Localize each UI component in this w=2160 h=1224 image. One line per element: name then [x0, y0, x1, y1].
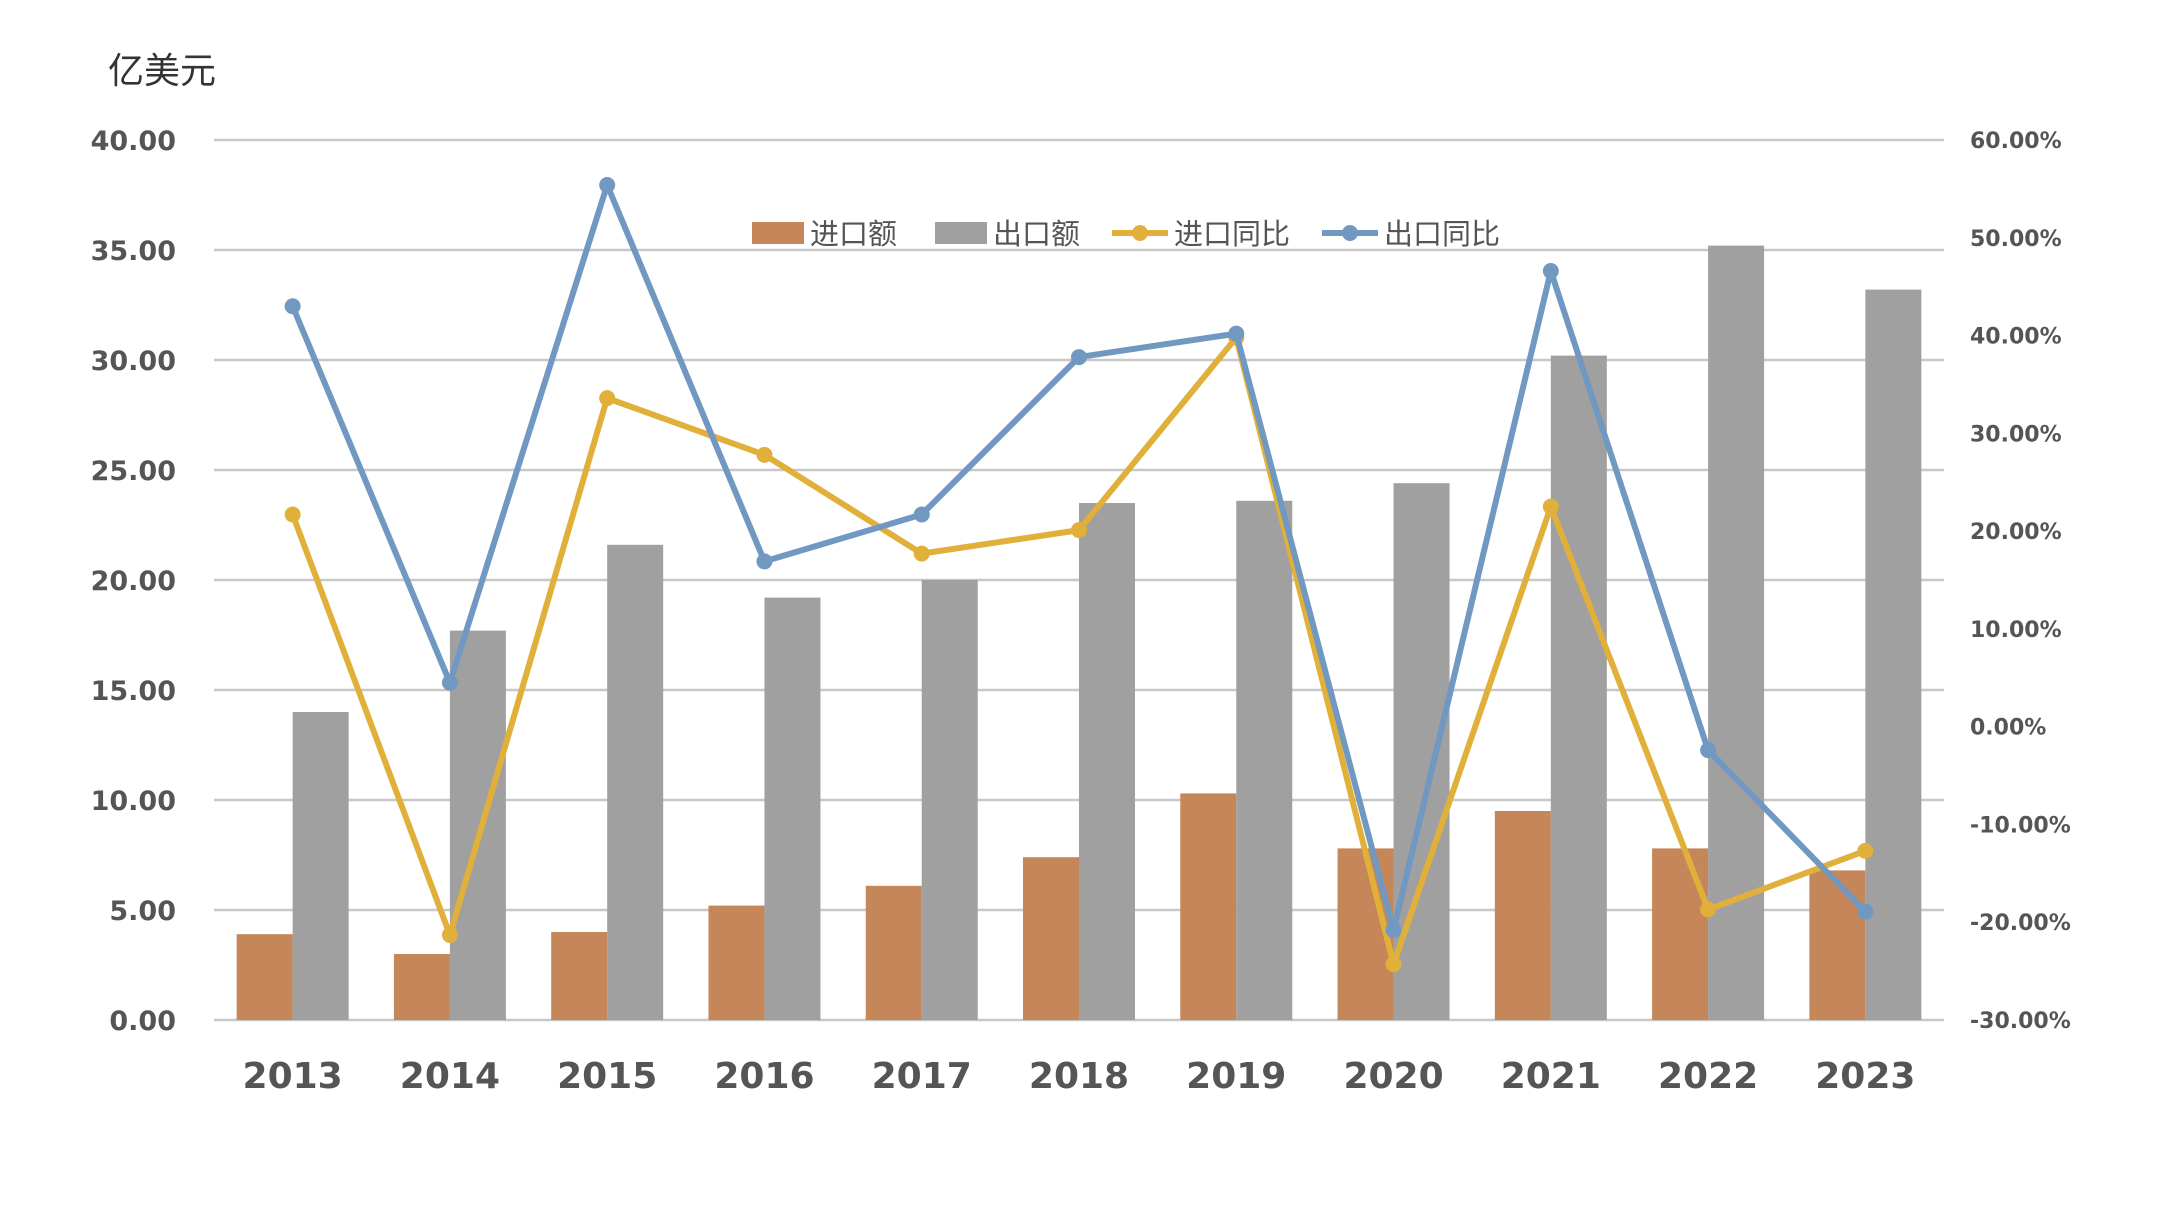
- point-出口同比-2019: [1228, 325, 1245, 342]
- right-tick-label: 0.00%: [1970, 716, 2046, 741]
- point-出口同比-2018: [1071, 349, 1087, 366]
- point-进口同比-2015: [599, 390, 616, 407]
- legend: 进口额 出口额 进口同比 出口同比: [752, 217, 1500, 251]
- point-出口同比-2016: [756, 553, 773, 570]
- bar-进口额-2013: [236, 934, 293, 1020]
- bar-进口额-2023: [1809, 870, 1866, 1020]
- bar-出口额-2018: [1079, 503, 1135, 1020]
- bar-进口额-2016: [708, 905, 765, 1020]
- x-tick-label: 2014: [400, 1056, 500, 1097]
- point-进口同比-2018: [1071, 522, 1087, 539]
- left-tick-label: 25.00: [91, 456, 176, 487]
- point-进口同比-2016: [756, 446, 773, 463]
- bar-出口额-2017: [921, 580, 978, 1020]
- x-tick-label: 2013: [243, 1056, 343, 1097]
- point-进口同比-2022: [1700, 901, 1717, 918]
- point-进口同比-2020: [1385, 956, 1402, 973]
- x-tick-label: 2017: [872, 1056, 972, 1097]
- right-tick-label: -20.00%: [1970, 911, 2071, 936]
- unit-label: 亿美元: [108, 51, 216, 92]
- point-出口同比-2013: [284, 298, 301, 315]
- left-tick-label: 35.00: [91, 236, 176, 267]
- left-axis: 0.00 5.00 10.00 15.00 20.00 25.00 30.00 35.00 40…: [91, 126, 176, 1037]
- bar-进口额-2018: [1023, 857, 1079, 1020]
- bar-出口额-2016: [764, 597, 821, 1020]
- bar-出口额-2014: [449, 630, 506, 1020]
- point-出口同比-2017: [913, 506, 930, 523]
- left-tick-label: 40.00: [91, 126, 176, 157]
- left-tick-label: 0.00: [109, 1006, 176, 1037]
- bar-出口额-2023: [1865, 289, 1922, 1021]
- right-axis: -30.00% -20.00% -10.00% 0.00% 10.00% 20.00% 30…: [1970, 129, 2071, 1034]
- x-axis: 2013 2014 2015 2016 2017 2018 2019 2020 2021 2022…: [243, 1056, 1916, 1097]
- bar-进口额-2021: [1494, 811, 1551, 1020]
- point-出口同比-2023: [1857, 903, 1874, 920]
- point-出口同比-2014: [441, 674, 458, 691]
- right-tick-label: 40.00%: [1970, 325, 2062, 350]
- bar-出口额-2021: [1550, 355, 1607, 1021]
- x-tick-label: 2020: [1343, 1056, 1443, 1097]
- point-进口同比-2014: [441, 926, 458, 943]
- right-tick-label: 30.00%: [1970, 422, 2062, 447]
- legend-label-进口同比: 进口同比: [1174, 217, 1290, 251]
- legend-label-出口额: 出口额: [993, 217, 1080, 251]
- left-tick-label: 15.00: [91, 676, 176, 707]
- point-进口同比-2023: [1857, 842, 1874, 859]
- x-tick-label: 2016: [714, 1056, 814, 1097]
- right-tick-label: -30.00%: [1970, 1009, 2071, 1034]
- legend-marker-出口同比: [1342, 225, 1358, 241]
- legend-marker-进口同比: [1132, 225, 1148, 241]
- left-tick-label: 20.00: [91, 566, 176, 597]
- right-tick-label: 10.00%: [1970, 618, 2062, 643]
- bar-出口额-2013: [292, 712, 349, 1020]
- x-tick-label: 2022: [1658, 1056, 1758, 1097]
- bars-layer: [236, 245, 1922, 1021]
- point-出口同比-2015: [599, 176, 616, 193]
- legend-label-出口同比: 出口同比: [1384, 217, 1500, 251]
- point-进口同比-2021: [1542, 498, 1559, 515]
- x-tick-label: 2023: [1815, 1056, 1915, 1097]
- bar-出口额-2015: [607, 544, 664, 1020]
- point-进口同比-2017: [913, 545, 930, 562]
- bar-进口额-2017: [865, 885, 922, 1020]
- lines-layer: [284, 176, 1874, 973]
- right-tick-label: -10.00%: [1970, 813, 2071, 838]
- bar-进口额-2014: [393, 954, 450, 1020]
- point-进口同比-2013: [284, 506, 301, 523]
- left-tick-label: 10.00: [91, 786, 176, 817]
- bar-出口额-2019: [1236, 500, 1293, 1020]
- legend-label-进口额: 进口额: [810, 217, 897, 251]
- left-tick-label: 5.00: [109, 896, 176, 927]
- x-tick-label: 2018: [1029, 1056, 1129, 1097]
- left-tick-label: 30.00: [91, 346, 176, 377]
- point-出口同比-2020: [1385, 922, 1402, 939]
- right-tick-label: 20.00%: [1970, 520, 2062, 545]
- x-tick-label: 2019: [1186, 1056, 1286, 1097]
- bar-进口额-2019: [1180, 793, 1237, 1020]
- x-tick-label: 2015: [557, 1056, 657, 1097]
- legend-swatch-进口额: [752, 222, 804, 244]
- bar-进口额-2015: [551, 932, 608, 1020]
- point-出口同比-2021: [1542, 263, 1559, 280]
- right-tick-label: 60.00%: [1970, 129, 2062, 154]
- bar-进口额-2022: [1652, 848, 1709, 1020]
- right-tick-label: 50.00%: [1970, 227, 2062, 252]
- point-出口同比-2022: [1700, 742, 1717, 759]
- legend-swatch-出口额: [935, 222, 987, 244]
- x-tick-label: 2021: [1501, 1056, 1601, 1097]
